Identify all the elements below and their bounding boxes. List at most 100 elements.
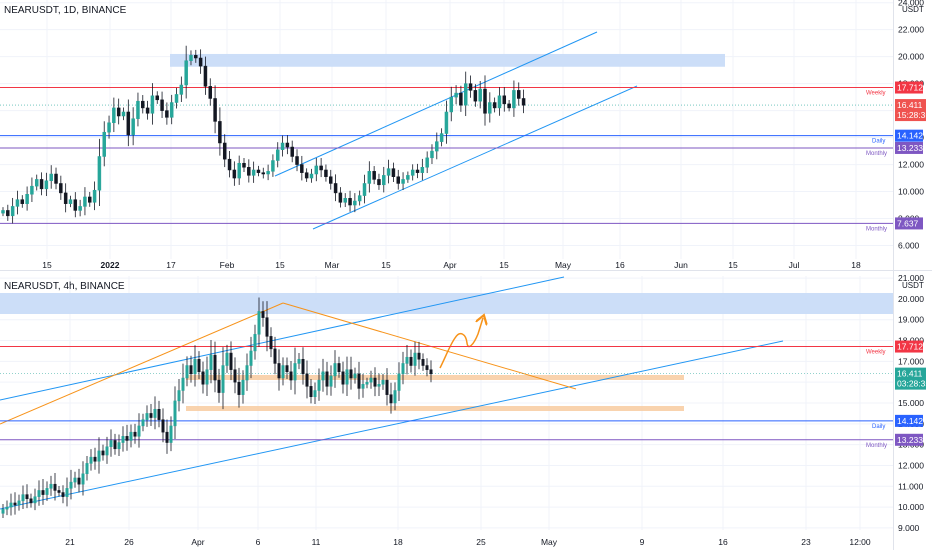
candle-body	[281, 365, 285, 379]
candle-body	[141, 419, 145, 427]
candle-body	[382, 175, 386, 186]
candle-body	[121, 436, 125, 443]
x-tick-label: 15	[499, 260, 509, 270]
candle-body	[348, 198, 352, 206]
x-tick-label: Feb	[220, 260, 235, 270]
candle-body	[439, 133, 444, 142]
candle-body	[112, 107, 116, 124]
candle-body	[39, 179, 44, 190]
candle-body	[25, 194, 29, 204]
channel-upper-line[interactable]	[274, 31, 598, 177]
candle-body	[6, 210, 10, 217]
orange-trendline-rising[interactable]	[0, 302, 284, 425]
candle-body	[169, 425, 173, 443]
y-tick-label: 11.000	[898, 481, 924, 491]
price-tags: 17.71214.14213.2337.63716.41115:28:3517.…	[895, 81, 930, 446]
candle-body	[68, 199, 73, 204]
candle-body	[92, 189, 97, 203]
level-tag-monthly: Monthly	[866, 443, 887, 449]
candle-body	[116, 107, 121, 117]
candle-body	[155, 95, 159, 101]
level-price-label: 14.142	[897, 416, 923, 426]
candle-body	[208, 86, 213, 99]
candle-body	[377, 384, 381, 387]
x-tick-label: 25	[476, 537, 486, 547]
channel-lower-line[interactable]	[312, 85, 638, 230]
level-price-box	[895, 433, 923, 446]
last-price-label: 16.411	[897, 369, 923, 379]
pane-1-drawings	[170, 31, 725, 230]
candle-body	[377, 179, 381, 186]
candle-body	[217, 379, 221, 393]
level-price-label: 13.233	[897, 435, 923, 445]
candle-body	[314, 165, 319, 175]
level-tag-monthly: Monthly	[866, 151, 887, 157]
candle-body	[102, 131, 106, 157]
candle-body	[454, 92, 458, 98]
candle-body	[381, 379, 385, 385]
candle-body	[415, 169, 420, 173]
y-tick-label: 9.000	[898, 523, 920, 533]
candle-body	[57, 490, 61, 493]
pane-2-background[interactable]	[0, 274, 893, 530]
orange-trendline-falling[interactable]	[282, 302, 577, 390]
y-tick-label: 10.000	[898, 502, 924, 512]
x-tick-label: Apr	[443, 260, 456, 270]
candle-body	[396, 176, 400, 184]
candle-body	[121, 111, 126, 117]
level-tag-daily: Daily	[872, 424, 885, 430]
candle-body	[361, 384, 365, 389]
candle-body	[253, 334, 257, 352]
candle-body	[232, 169, 237, 179]
candle-body	[131, 118, 135, 136]
x-tick-label: 9	[640, 537, 645, 547]
candle-body	[468, 83, 473, 91]
candle-body	[173, 400, 177, 427]
candle-body	[372, 171, 376, 180]
y-tick-label: 20.000	[898, 52, 924, 62]
candle-body	[229, 352, 233, 370]
candle-body	[17, 500, 21, 506]
candle-body	[53, 483, 57, 491]
channel-lower-line-4h[interactable]	[0, 340, 784, 510]
candle-body	[181, 377, 185, 391]
candle-body	[521, 98, 526, 106]
candle-body	[44, 180, 49, 190]
x-tick-label: 15	[275, 260, 285, 270]
support-band-lower[interactable]	[186, 406, 684, 411]
candle-body	[473, 90, 478, 102]
candle-body	[225, 352, 229, 366]
candle-body	[300, 164, 304, 173]
supply-zone[interactable]	[170, 53, 725, 67]
supply-zone-4h[interactable]	[0, 293, 893, 314]
candle-body	[265, 317, 269, 337]
candle-body	[160, 99, 164, 111]
y-tick-label: 21.000	[898, 273, 924, 283]
candle-body	[435, 141, 439, 152]
candle-body	[430, 150, 434, 159]
level-price-label: 17.712	[897, 83, 923, 93]
level-price-label: 17.712	[897, 342, 923, 352]
candle-body	[136, 100, 140, 119]
candle-body	[349, 369, 353, 379]
candle-body	[69, 481, 73, 489]
candle-body	[198, 57, 203, 67]
candle-body	[357, 373, 361, 389]
support-band-upper[interactable]	[186, 375, 684, 380]
x-tick-label: 12:00	[849, 537, 871, 547]
candle-body	[30, 185, 34, 195]
candle-body	[507, 103, 511, 109]
candle-body	[45, 488, 49, 495]
candle-body	[425, 157, 429, 168]
channel-upper-line-4h[interactable]	[0, 276, 565, 401]
candle-body	[285, 142, 290, 148]
candle-body	[391, 168, 396, 177]
projection-arrow[interactable]	[439, 318, 483, 369]
candle-body	[101, 450, 105, 456]
x-tick-label: 23	[801, 537, 811, 547]
level-price-label: 14.142	[897, 131, 923, 141]
candle-body	[88, 196, 92, 203]
x-tick-label: 15	[381, 260, 391, 270]
candle-body	[249, 350, 253, 366]
